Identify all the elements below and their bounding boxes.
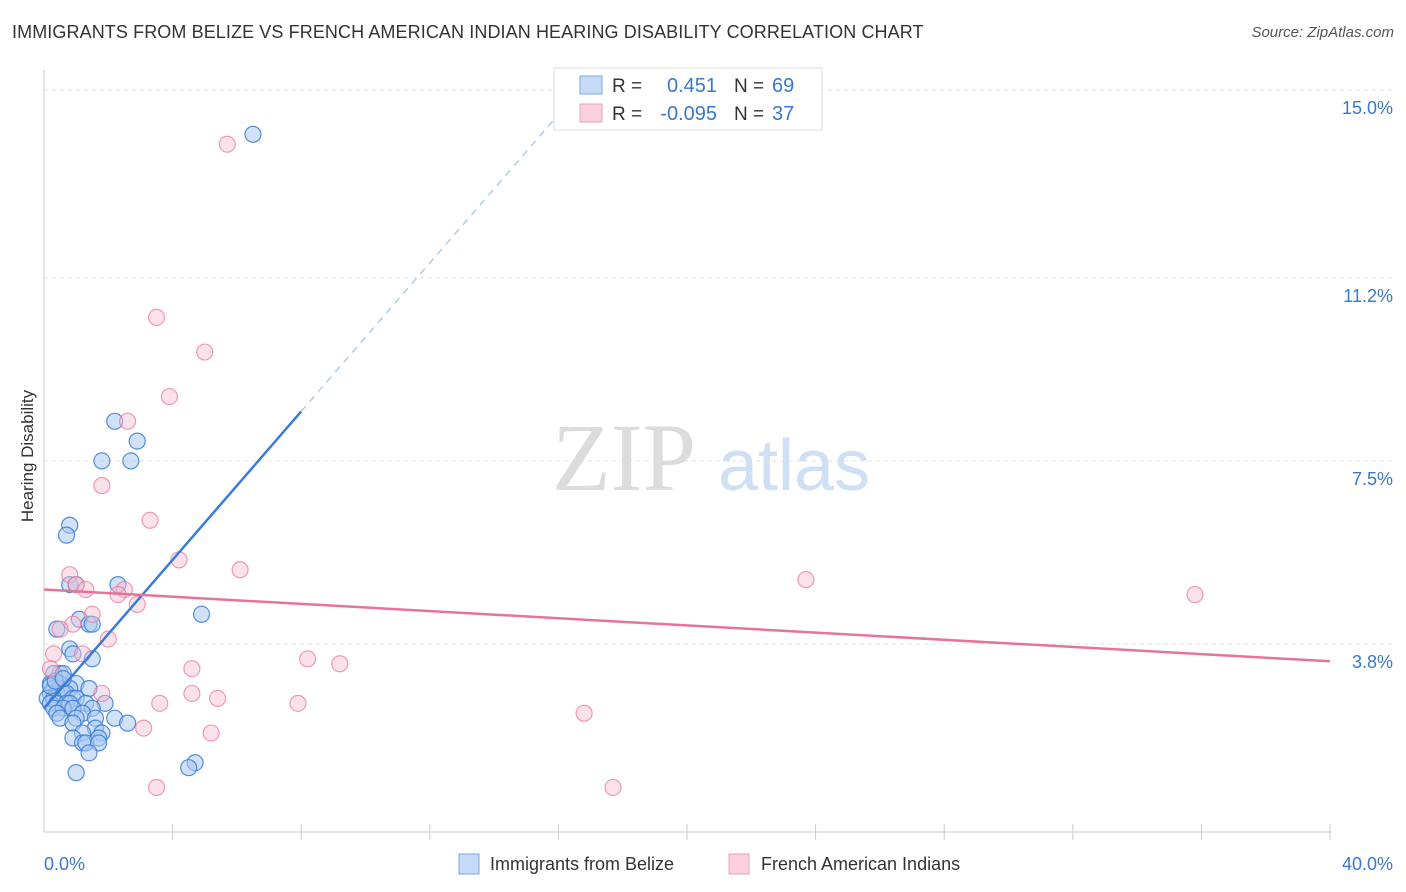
legend-swatch-french-american-indians bbox=[728, 853, 750, 875]
stats-r-value-blue: 0.451 bbox=[667, 75, 717, 97]
french-american-indian-point bbox=[73, 645, 92, 663]
french-american-indian-point bbox=[51, 620, 69, 638]
x-ticks bbox=[172, 824, 1331, 840]
french-american-indian-point bbox=[160, 387, 178, 406]
french-american-indian-point bbox=[289, 694, 307, 712]
french-american-indian-point bbox=[64, 615, 82, 633]
watermark: ZIP atlas bbox=[552, 404, 870, 511]
source-label: Source: ZipAtlas.com bbox=[1251, 24, 1394, 41]
french-american-indian-point bbox=[151, 694, 169, 712]
belize-point bbox=[192, 605, 211, 623]
watermark-atlas: atlas bbox=[718, 426, 870, 506]
y-tick-label: 7.5% bbox=[1352, 469, 1393, 489]
french-american-indian-point bbox=[1186, 585, 1204, 604]
french-american-indian-point bbox=[209, 689, 227, 708]
belize-point bbox=[106, 412, 124, 430]
belize-point bbox=[83, 615, 101, 633]
french-american-indian-point bbox=[147, 778, 166, 797]
stats-swatch-pink bbox=[579, 103, 603, 123]
stats-r-label-pink: R = bbox=[612, 104, 642, 125]
french-american-indian-point bbox=[202, 724, 220, 742]
y-axis-label: Hearing Disability bbox=[18, 389, 37, 522]
french-american-indian-trend-line bbox=[43, 588, 1331, 663]
watermark-zip: ZIP bbox=[552, 404, 696, 511]
gridlines bbox=[44, 89, 1395, 645]
french-american-indian-point bbox=[41, 660, 60, 678]
chart-title: IMMIGRANTS FROM BELIZE VS FRENCH AMERICA… bbox=[12, 22, 924, 42]
french-american-indian-point bbox=[45, 645, 63, 663]
french-american-indian-point bbox=[147, 308, 166, 327]
french-american-indian-point bbox=[331, 655, 349, 673]
french-american-indian-point bbox=[67, 575, 85, 594]
french-american-indian-point bbox=[604, 778, 622, 797]
legend-swatch-belize bbox=[458, 853, 480, 875]
french-american-indian-point bbox=[183, 660, 201, 678]
french-american-indian-point bbox=[575, 704, 593, 722]
stats-n-label-blue: N = bbox=[734, 76, 764, 97]
stats-n-value-blue: 69 bbox=[772, 75, 794, 97]
legend-label-belize: Immigrants from Belize bbox=[490, 854, 674, 874]
series-french-american-indian-points bbox=[41, 135, 1204, 797]
french-american-indian-point bbox=[797, 571, 815, 589]
stats-n-label-pink: N = bbox=[734, 104, 764, 125]
y-tick-label: 11.2% bbox=[1343, 286, 1393, 306]
french-american-indian-point bbox=[118, 412, 137, 430]
belize-point bbox=[64, 645, 82, 663]
belize-point bbox=[244, 125, 262, 143]
french-american-indian-point bbox=[299, 650, 317, 668]
x-tick-labels: 0.0% 40.0% bbox=[44, 854, 1393, 874]
french-american-indian-point bbox=[61, 566, 79, 584]
french-american-indian-point bbox=[99, 630, 117, 648]
french-american-indian-point bbox=[83, 605, 101, 623]
stats-legend: R = 0.451 N = 69 R = -0.095 N = 37 bbox=[553, 67, 823, 131]
legend-label-french-american-indians: French American Indians bbox=[761, 854, 960, 874]
french-american-indian-point bbox=[135, 719, 153, 737]
french-american-indian-point bbox=[231, 561, 249, 579]
belize-point bbox=[57, 526, 76, 544]
belize-trend-extension bbox=[300, 95, 575, 412]
french-american-indian-point bbox=[183, 684, 201, 703]
belize-point bbox=[80, 744, 98, 762]
belize-point bbox=[180, 759, 198, 777]
belize-point bbox=[122, 452, 140, 470]
y-tick-label: 3.8% bbox=[1352, 652, 1393, 672]
stats-swatch-blue bbox=[579, 75, 603, 95]
stats-r-label-blue: R = bbox=[612, 76, 642, 97]
stats-r-value-pink: -0.095 bbox=[660, 103, 717, 125]
belize-point bbox=[128, 432, 146, 450]
belize-trend-line bbox=[43, 410, 303, 710]
x-tick-label: 40.0% bbox=[1342, 854, 1393, 874]
french-american-indian-point bbox=[218, 135, 236, 153]
x-tick-label: 0.0% bbox=[44, 854, 85, 874]
y-tick-labels: 3.8% 7.5% 11.2% 15.0% bbox=[1342, 98, 1393, 672]
french-american-indian-point bbox=[93, 684, 111, 703]
french-american-indian-point bbox=[77, 580, 95, 599]
belize-point bbox=[67, 764, 85, 782]
stats-n-value-pink: 37 bbox=[772, 103, 794, 125]
french-american-indian-point bbox=[93, 477, 111, 495]
series-legend: Immigrants from Belize French American I… bbox=[458, 853, 960, 875]
belize-point bbox=[93, 452, 111, 470]
trend-lines bbox=[43, 95, 1331, 710]
belize-point bbox=[118, 714, 137, 732]
series-belize-points bbox=[38, 125, 262, 782]
y-tick-label: 15.0% bbox=[1342, 98, 1393, 118]
french-american-indian-point bbox=[141, 511, 159, 529]
french-american-indian-point bbox=[128, 595, 146, 613]
french-american-indian-point bbox=[196, 343, 214, 361]
